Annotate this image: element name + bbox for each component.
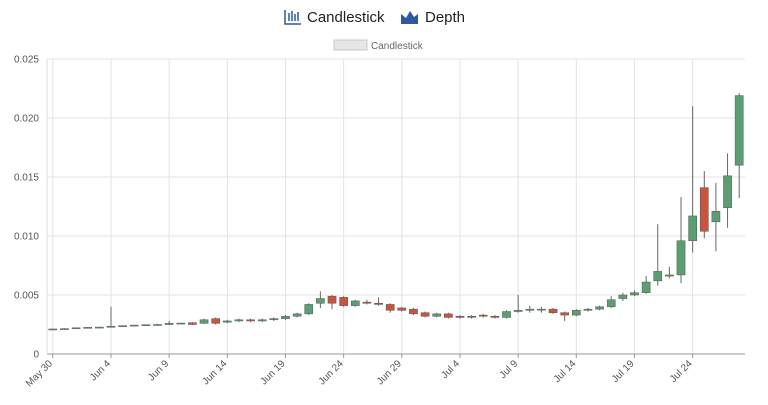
tab-label: Depth bbox=[425, 9, 465, 26]
candle-body bbox=[304, 304, 314, 315]
candle-body bbox=[106, 326, 116, 328]
candle-body bbox=[397, 307, 407, 311]
candle-body bbox=[606, 299, 616, 308]
x-tick-label: Jun 9 bbox=[146, 358, 171, 383]
y-tick-label: 0.010 bbox=[14, 232, 39, 243]
candle-body bbox=[571, 310, 581, 316]
candle-body bbox=[385, 304, 395, 311]
x-tick-label: Jul 4 bbox=[439, 358, 462, 381]
candle-body bbox=[83, 327, 93, 329]
candle-body bbox=[444, 313, 453, 318]
candle-body bbox=[676, 240, 686, 276]
candle-body bbox=[688, 215, 697, 241]
x-tick-label: Jun 4 bbox=[88, 358, 113, 383]
x-tick-label: Jun 29 bbox=[375, 358, 404, 387]
candlestick-tab[interactable]: Candlestick bbox=[284, 9, 385, 26]
candle-body bbox=[164, 323, 174, 325]
x-tick-label: Jul 24 bbox=[668, 358, 695, 385]
candle-body bbox=[583, 308, 593, 311]
candle-body bbox=[339, 297, 348, 306]
candle-body bbox=[432, 313, 442, 317]
y-tick-label: 0 bbox=[33, 350, 39, 361]
candle-body bbox=[199, 319, 209, 324]
candle-body bbox=[467, 315, 476, 318]
candle-body bbox=[316, 298, 325, 304]
candle-body bbox=[60, 328, 69, 330]
tab-label: Candlestick bbox=[307, 9, 385, 26]
candle-body bbox=[176, 322, 186, 325]
candle-body bbox=[281, 315, 290, 319]
candle-body bbox=[711, 210, 721, 223]
candle-body bbox=[246, 319, 255, 322]
candle-body bbox=[257, 319, 267, 322]
candle-body bbox=[48, 328, 58, 331]
candle-body bbox=[95, 326, 104, 329]
legend-swatch bbox=[333, 39, 368, 51]
y-tick-label: 0.005 bbox=[14, 291, 39, 302]
candle-body bbox=[502, 311, 511, 318]
y-tick-label: 0.020 bbox=[14, 114, 39, 125]
candle-body bbox=[537, 308, 546, 311]
candle-body bbox=[71, 327, 81, 330]
candle-body bbox=[699, 187, 709, 232]
x-tick-label: Jun 14 bbox=[200, 358, 229, 387]
candle-body bbox=[653, 271, 663, 282]
x-tick-label: Jun 19 bbox=[259, 358, 288, 387]
candle-body bbox=[478, 314, 488, 317]
candle-body bbox=[292, 313, 302, 317]
candle-body bbox=[723, 175, 732, 208]
candle-body bbox=[420, 312, 430, 317]
candle-body bbox=[129, 324, 139, 327]
candle-body bbox=[548, 308, 558, 313]
depth-icon bbox=[401, 11, 418, 24]
candle-body bbox=[327, 295, 337, 304]
candle-body bbox=[234, 319, 244, 322]
x-tick-label: Jun 24 bbox=[317, 358, 346, 387]
candle-body bbox=[630, 292, 639, 296]
x-tick-label: Jul 14 bbox=[552, 358, 579, 385]
candle-body bbox=[560, 312, 570, 316]
candle-body bbox=[141, 324, 151, 326]
candle-body bbox=[222, 320, 232, 323]
y-tick-label: 0.015 bbox=[14, 173, 39, 184]
candle-body bbox=[188, 322, 197, 325]
candle-body bbox=[525, 308, 535, 311]
x-tick-label: Jul 19 bbox=[610, 358, 637, 385]
candle-body bbox=[118, 325, 127, 327]
legend-label[interactable]: Candlestick bbox=[371, 41, 424, 52]
x-tick-label: May 30 bbox=[24, 358, 55, 389]
candle-body bbox=[269, 318, 279, 321]
candle-body bbox=[665, 274, 674, 277]
candle-body bbox=[734, 95, 744, 166]
candlestick-icon bbox=[284, 10, 301, 25]
y-tick-label: 0.025 bbox=[14, 55, 39, 66]
candle-body bbox=[362, 301, 372, 304]
candle-body bbox=[211, 318, 221, 324]
candle-body bbox=[513, 310, 523, 312]
candle-body bbox=[641, 281, 651, 293]
depth-tab[interactable]: Depth bbox=[401, 9, 465, 26]
candle-body bbox=[374, 303, 383, 305]
candle-body bbox=[490, 315, 500, 318]
candle-body bbox=[618, 294, 628, 299]
candle-body bbox=[455, 315, 465, 318]
candle-body bbox=[409, 308, 418, 315]
x-tick-label: Jul 9 bbox=[498, 358, 521, 381]
candle-body bbox=[350, 300, 360, 306]
candle-body bbox=[153, 324, 162, 326]
candle-body bbox=[595, 306, 604, 310]
